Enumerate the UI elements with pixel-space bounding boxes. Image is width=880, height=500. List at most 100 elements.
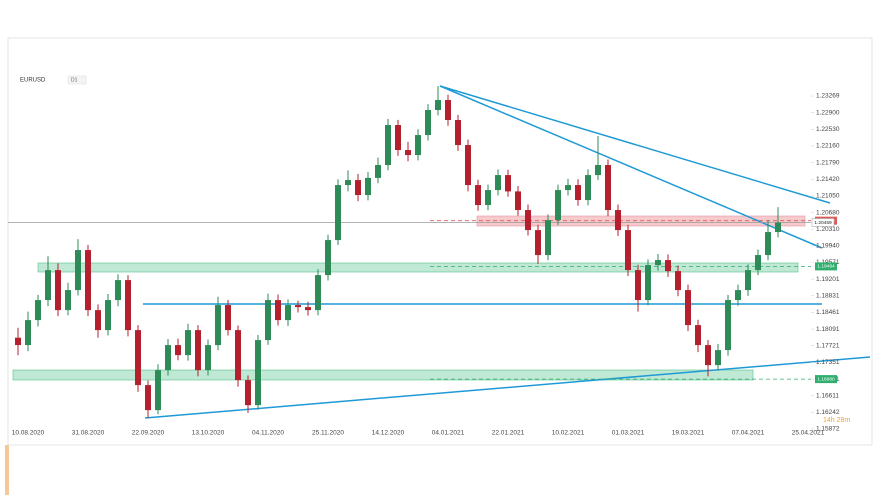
candle-body	[35, 300, 41, 321]
candle-body	[465, 145, 471, 186]
price-label: 1.19484	[817, 264, 835, 270]
trend-line	[144, 356, 871, 419]
candle-body	[225, 305, 231, 331]
candle-body	[775, 222, 781, 233]
trend-line	[439, 85, 823, 249]
x-tick-label: 07.04.2021	[732, 430, 765, 437]
y-tick-label: 1.23269	[816, 93, 840, 100]
x-tick-label: 10.02.2021	[552, 430, 585, 437]
x-tick-label: 04.11.2020	[252, 430, 284, 437]
candle-body	[595, 165, 601, 176]
candle-body	[265, 300, 271, 341]
candle-body	[625, 230, 631, 271]
y-tick-label: 1.15872	[816, 426, 840, 433]
candle-body	[675, 271, 681, 291]
candle-body	[315, 275, 321, 311]
y-tick-label: 1.16242	[816, 409, 840, 416]
y-tick-label: 1.22160	[816, 143, 840, 150]
candle-body	[695, 325, 701, 346]
symbol: EURUSD	[20, 78, 46, 84]
y-tick-label: 1.18831	[816, 293, 840, 300]
x-tick-label: 31.08.2020	[72, 430, 105, 437]
candle-body	[555, 190, 561, 221]
candle-body	[505, 175, 511, 192]
y-tick-label: 1.21790	[816, 159, 840, 166]
candle-body	[635, 270, 641, 301]
candle-body	[575, 185, 581, 201]
candle-body	[685, 290, 691, 326]
candle-body	[415, 135, 421, 156]
candle-body	[345, 180, 351, 186]
x-tick-label: 22.09.2020	[132, 430, 165, 437]
candle-body	[485, 190, 491, 206]
candle-body	[105, 300, 111, 331]
candle-body	[145, 385, 151, 411]
candles	[15, 86, 781, 418]
candle-body	[615, 210, 621, 231]
timeframe-button[interactable]	[67, 75, 87, 85]
candle-body	[755, 255, 761, 271]
y-tick-label: 1.22530	[816, 126, 840, 133]
y-tick-label: 1.17721	[816, 342, 840, 349]
y-tick-label: 1.21050	[816, 193, 840, 200]
candle-body	[75, 250, 81, 291]
candle-body	[365, 177, 371, 196]
candle-body	[195, 330, 201, 371]
candle-body	[535, 230, 541, 256]
candle-body	[565, 185, 571, 191]
candle-body	[655, 260, 661, 266]
candle-body	[245, 380, 251, 406]
candle-body	[605, 165, 611, 211]
candle-body	[85, 250, 91, 311]
candle-timer: 14h 28m	[823, 417, 850, 424]
candle-body	[705, 345, 711, 366]
candle-body	[455, 120, 461, 146]
candle-body	[385, 125, 391, 166]
x-tick-label: 19.03.2021	[672, 430, 705, 437]
candle-body	[65, 290, 71, 311]
candle-body	[475, 185, 481, 206]
candle-body	[325, 240, 331, 276]
candle-body	[295, 305, 301, 308]
candle-body	[335, 185, 341, 241]
candle-body	[545, 220, 551, 256]
candle-body	[205, 345, 211, 371]
candle-body	[725, 300, 731, 351]
x-tick-label: 13.10.2020	[192, 430, 225, 437]
y-tick-label: 1.22900	[816, 109, 840, 116]
candle-body	[435, 100, 441, 111]
support-zone	[37, 262, 799, 273]
side-strip	[5, 445, 9, 495]
y-tick-label: 1.20680	[816, 209, 840, 216]
timeframe[interactable]: D1	[71, 77, 78, 83]
candle-body	[445, 100, 451, 121]
candle-body	[665, 260, 671, 272]
candle-body	[425, 110, 431, 136]
candle-body	[375, 165, 381, 178]
candle-body	[525, 210, 531, 231]
candle-body	[745, 270, 751, 291]
x-tick-label: 01.03.2021	[612, 430, 645, 437]
candle-body	[235, 330, 241, 381]
candle-body	[495, 175, 501, 191]
y-tick-label: 1.18461	[816, 309, 840, 316]
y-tick-label: 1.19940	[816, 243, 840, 250]
trend-line	[439, 85, 831, 204]
candle-body	[185, 330, 191, 356]
x-tick-label: 25.11.2020	[312, 430, 344, 437]
candle-body	[305, 307, 311, 311]
candle-body	[55, 270, 61, 311]
candle-body	[155, 370, 161, 411]
candle-body	[715, 350, 721, 366]
support-zone	[12, 369, 754, 381]
candle-body	[355, 180, 361, 196]
x-tick-label: 25.04.2021	[792, 430, 825, 437]
candle-body	[15, 337, 21, 346]
candle-body	[515, 191, 521, 211]
x-tick-label: 04.01.2021	[432, 430, 465, 437]
candle-body	[285, 305, 291, 321]
candle-body	[645, 265, 651, 301]
y-tick-label: 1.18091	[816, 326, 840, 333]
candle-body	[95, 310, 101, 331]
